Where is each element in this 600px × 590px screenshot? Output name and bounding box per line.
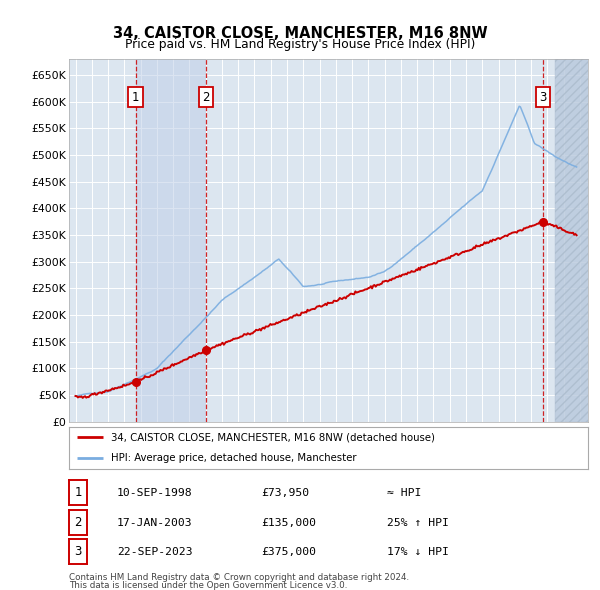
Bar — [556, 59, 600, 422]
Text: 34, CAISTOR CLOSE, MANCHESTER, M16 8NW: 34, CAISTOR CLOSE, MANCHESTER, M16 8NW — [113, 25, 487, 41]
Text: 25% ↑ HPI: 25% ↑ HPI — [387, 518, 449, 527]
Text: 17% ↓ HPI: 17% ↓ HPI — [387, 548, 449, 557]
Text: 3: 3 — [539, 91, 547, 104]
Text: Contains HM Land Registry data © Crown copyright and database right 2024.: Contains HM Land Registry data © Crown c… — [69, 572, 409, 582]
Text: This data is licensed under the Open Government Licence v3.0.: This data is licensed under the Open Gov… — [69, 581, 347, 590]
Text: 3: 3 — [74, 545, 82, 558]
Text: 1: 1 — [132, 91, 139, 104]
Text: ≈ HPI: ≈ HPI — [387, 489, 421, 498]
Text: £375,000: £375,000 — [261, 548, 316, 557]
Text: 34, CAISTOR CLOSE, MANCHESTER, M16 8NW (detached house): 34, CAISTOR CLOSE, MANCHESTER, M16 8NW (… — [110, 432, 434, 442]
Text: 22-SEP-2023: 22-SEP-2023 — [117, 548, 193, 557]
Text: 1: 1 — [74, 486, 82, 499]
Text: Price paid vs. HM Land Registry's House Price Index (HPI): Price paid vs. HM Land Registry's House … — [125, 38, 475, 51]
Text: 2: 2 — [203, 91, 210, 104]
Text: £135,000: £135,000 — [261, 518, 316, 527]
Text: HPI: Average price, detached house, Manchester: HPI: Average price, detached house, Manc… — [110, 454, 356, 463]
Text: 17-JAN-2003: 17-JAN-2003 — [117, 518, 193, 527]
Text: 10-SEP-1998: 10-SEP-1998 — [117, 489, 193, 498]
Bar — [136, 59, 206, 422]
Text: 2: 2 — [74, 516, 82, 529]
Text: £73,950: £73,950 — [261, 489, 309, 498]
